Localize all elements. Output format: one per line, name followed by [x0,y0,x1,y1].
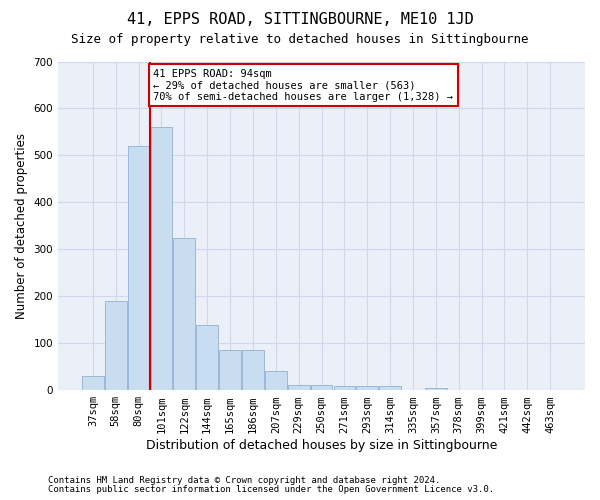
Bar [265,372,287,390]
Bar [425,388,447,390]
Bar [311,386,332,390]
Bar [356,386,378,390]
Bar [219,350,241,390]
Text: Contains HM Land Registry data © Crown copyright and database right 2024.: Contains HM Land Registry data © Crown c… [48,476,440,485]
Text: 41, EPPS ROAD, SITTINGBOURNE, ME10 1JD: 41, EPPS ROAD, SITTINGBOURNE, ME10 1JD [127,12,473,28]
Bar [242,350,264,390]
Bar [173,238,195,390]
Bar [105,301,127,390]
Bar [82,376,104,390]
Text: Contains public sector information licensed under the Open Government Licence v3: Contains public sector information licen… [48,484,494,494]
Y-axis label: Number of detached properties: Number of detached properties [15,133,28,319]
Text: Size of property relative to detached houses in Sittingbourne: Size of property relative to detached ho… [71,32,529,46]
X-axis label: Distribution of detached houses by size in Sittingbourne: Distribution of detached houses by size … [146,440,497,452]
Text: 41 EPPS ROAD: 94sqm
← 29% of detached houses are smaller (563)
70% of semi-detac: 41 EPPS ROAD: 94sqm ← 29% of detached ho… [154,68,454,102]
Bar [334,386,355,390]
Bar [288,384,310,390]
Bar [196,326,218,390]
Bar [379,386,401,390]
Bar [128,146,149,390]
Bar [151,127,172,390]
